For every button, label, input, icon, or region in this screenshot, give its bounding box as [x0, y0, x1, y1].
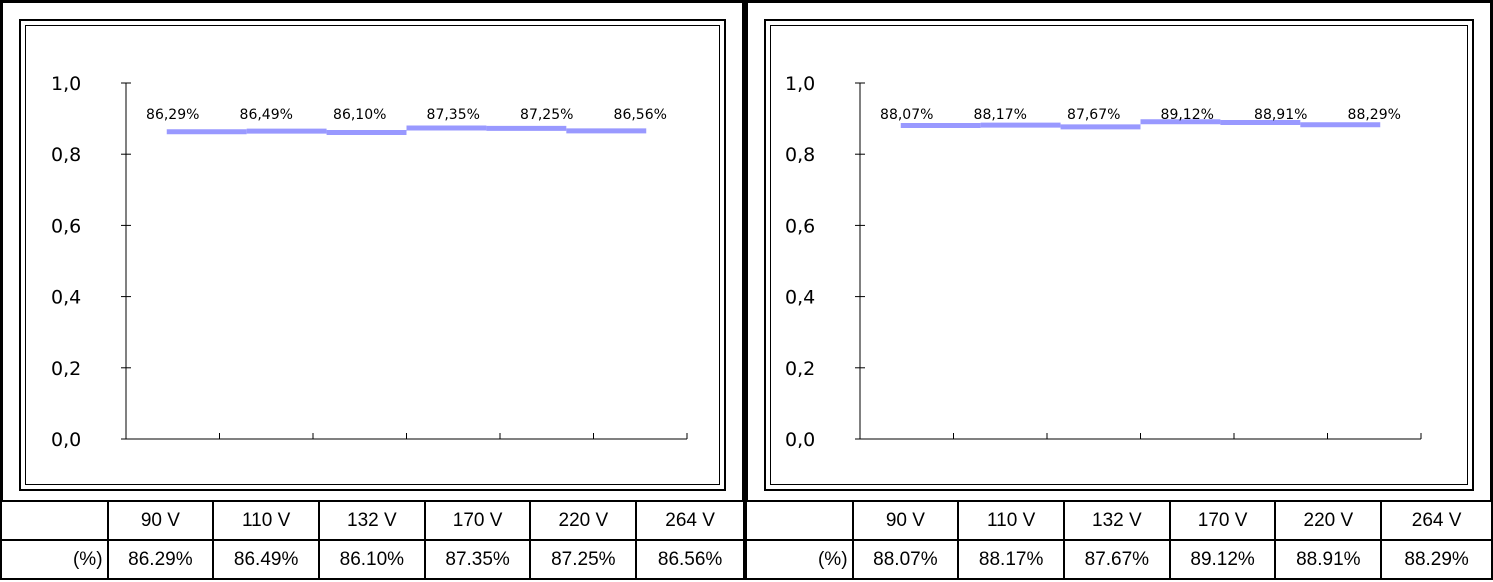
table-cell: 88.91% [1274, 539, 1383, 580]
table-header-cell [0, 500, 109, 541]
table-header-cell: 110 V [957, 500, 1065, 541]
y-tick-label: 0,8 [51, 144, 81, 166]
data-label: 86,29% [146, 107, 199, 123]
efficiency-chart-right: 1,0 0,8 0,6 0,4 0,2 0,0 88,07% 88,17% 87,67% 89,1… [785, 73, 1422, 451]
table-row: (%) 86.29% 86.49% 86.10% 87.35% 87.25% 8… [0, 539, 745, 580]
table-cell: 86.10% [318, 539, 426, 580]
chart-plot-border-right [770, 25, 1468, 485]
table-cell: 87.25% [529, 539, 638, 580]
table-cell: 89.12% [1168, 539, 1277, 580]
table-header-cell: 90 V [851, 500, 960, 541]
table-cell: 88.29% [1380, 539, 1493, 580]
table-header-cell: 132 V [318, 500, 426, 541]
data-label: 87,35% [427, 107, 480, 123]
table-header-cell: 90 V [106, 500, 215, 541]
table-cell: 88.07% [851, 539, 960, 580]
table-header-cell: 220 V [529, 500, 638, 541]
y-tick-label: 0,6 [785, 215, 815, 237]
table-header-cell: 170 V [423, 500, 532, 541]
data-label: 88,07% [880, 107, 933, 123]
data-label: 86,56% [614, 107, 667, 123]
table-cell: 88.17% [957, 539, 1065, 580]
table-header-cell: 264 V [1380, 500, 1493, 541]
table-row: (%) 88.07% 88.17% 87.67% 89.12% 88.91% 8… [745, 539, 1493, 580]
y-tick-label: 0,0 [51, 429, 81, 451]
table-header-cell: 220 V [1274, 500, 1383, 541]
chart-frame-right: 1,0 0,8 0,6 0,4 0,2 0,0 88,07% 88,17% 87,67% 89,1… [764, 19, 1474, 491]
y-tick-label: 0,6 [51, 215, 81, 237]
table-header-cell: 264 V [635, 500, 745, 541]
table-cell: 86.49% [212, 539, 320, 580]
table-cell: 86.29% [106, 539, 215, 580]
table-header-row: 90 V 110 V 132 V 170 V 220 V 264 V [0, 500, 745, 541]
table-cell: 86.56% [635, 539, 745, 580]
data-label: 88,29% [1348, 107, 1401, 123]
table-row-label: (%) [745, 539, 854, 580]
data-label: 87,25% [520, 107, 573, 123]
y-tick-label: 0,2 [785, 358, 815, 380]
table-row-label: (%) [0, 539, 109, 580]
y-tick-label: 0,4 [785, 287, 815, 309]
y-tick-label: 0,2 [51, 358, 81, 380]
chart-panel-right: 1,0 0,8 0,6 0,4 0,2 0,0 88,07% 88,17% 87,67% 89,1… [745, 0, 1493, 500]
table-header-cell: 170 V [1168, 500, 1277, 541]
y-tick-label: 0,0 [785, 429, 815, 451]
efficiency-chart-left: 1,0 0,8 0,6 0,4 0,2 0,0 86,29% 86,49% 86,10% 87,3… [51, 73, 688, 451]
chart-plot-border-left [25, 25, 720, 485]
data-label: 89,12% [1161, 107, 1214, 123]
data-label: 88,91% [1254, 107, 1307, 123]
data-label: 86,49% [240, 107, 293, 123]
y-tick-label: 0,8 [785, 144, 815, 166]
table-header-cell: 110 V [212, 500, 320, 541]
y-tick-label: 1,0 [785, 73, 815, 95]
y-tick-label: 0,4 [51, 287, 81, 309]
y-tick-label: 1,0 [51, 73, 81, 95]
table-cell: 87.35% [423, 539, 532, 580]
data-table-left: 90 V 110 V 132 V 170 V 220 V 264 V (%) 8… [0, 500, 745, 580]
chart-frame-left: 1,0 0,8 0,6 0,4 0,2 0,0 86,29% 86,49% 86,10% 87,3… [19, 19, 726, 491]
data-label: 88,17% [974, 107, 1027, 123]
data-table-right: 90 V 110 V 132 V 170 V 220 V 264 V (%) 8… [745, 500, 1493, 580]
table-cell: 87.67% [1063, 539, 1171, 580]
data-label: 86,10% [333, 107, 386, 123]
table-header-row: 90 V 110 V 132 V 170 V 220 V 264 V [745, 500, 1493, 541]
table-header-cell: 132 V [1063, 500, 1171, 541]
chart-panel-left: 1,0 0,8 0,6 0,4 0,2 0,0 86,29% 86,49% 86,10% 87,3… [0, 0, 745, 500]
data-label: 87,67% [1067, 107, 1120, 123]
table-header-cell [745, 500, 854, 541]
